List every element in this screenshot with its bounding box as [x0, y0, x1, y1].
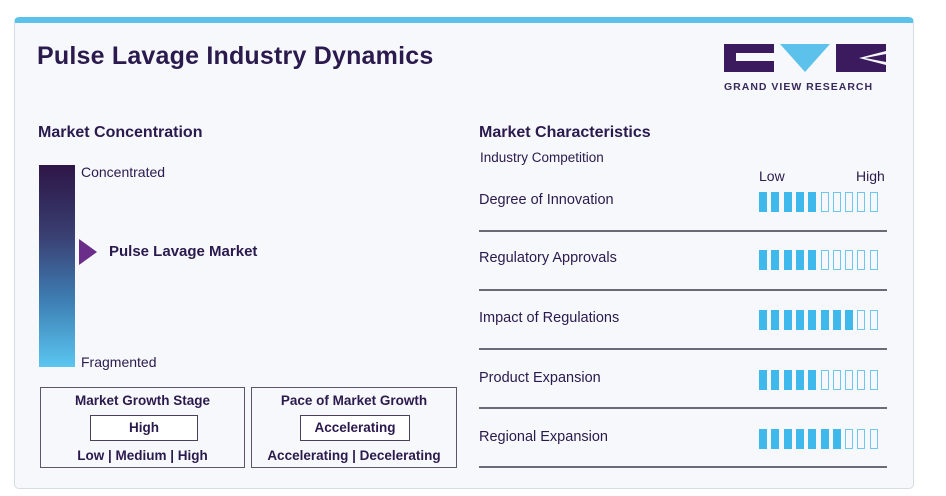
growth-pace-title: Pace of Market Growth — [280, 393, 428, 408]
meter-segment-empty — [820, 250, 829, 270]
market-concentration-heading: Market Concentration — [38, 124, 203, 141]
concentrated-label: Concentrated — [81, 164, 166, 180]
characteristic-row: Degree of Innovation — [479, 192, 887, 250]
characteristic-row: Regulatory Approvals — [479, 250, 887, 308]
rating-meter — [759, 250, 887, 270]
market-pointer-icon — [79, 239, 97, 265]
meter-segment-empty — [845, 250, 854, 270]
meter-segment-filled — [832, 310, 841, 330]
meter-segment-filled — [771, 429, 780, 449]
page-title: Pulse Lavage Industry Dynamics — [37, 42, 434, 70]
characteristic-label: Degree of Innovation — [479, 192, 614, 208]
characteristic-label: Impact of Regulations — [479, 310, 620, 326]
meter-segment-empty — [832, 250, 841, 270]
meter-segment-filled — [783, 192, 792, 212]
meter-segment-empty — [869, 192, 878, 212]
pace-of-growth-box: Pace of Market Growth Accelerating Accel… — [251, 387, 457, 468]
meter-segment-empty — [845, 429, 854, 449]
meter-segment-filled — [795, 310, 804, 330]
meter-segment-empty — [857, 192, 866, 212]
meter-segment-filled — [759, 429, 767, 449]
meter-segment-filled — [832, 429, 841, 449]
meter-segment-filled — [783, 310, 792, 330]
meter-segment-filled — [808, 192, 817, 212]
fragmented-label: Fragmented — [81, 354, 157, 370]
scale-high-label: High — [856, 168, 885, 184]
rating-meter — [759, 429, 887, 449]
meter-segment-filled — [808, 250, 817, 270]
growth-stage-value: High — [90, 415, 198, 441]
meter-segment-filled — [759, 192, 767, 212]
growth-stage-options: Low | Medium | High — [77, 448, 208, 463]
meter-segment-filled — [820, 429, 829, 449]
market-growth-stage-box: Market Growth Stage High Low | Medium | … — [40, 387, 245, 468]
meter-segment-empty — [845, 370, 854, 390]
meter-segment-filled — [795, 192, 804, 212]
meter-segment-empty — [820, 370, 829, 390]
meter-segment-filled — [808, 310, 817, 330]
meter-segment-empty — [820, 192, 829, 212]
growth-stage-title: Market Growth Stage — [74, 393, 211, 408]
meter-segment-empty — [869, 429, 878, 449]
logo-text: GRAND VIEW RESEARCH — [724, 81, 874, 93]
industry-competition-subheading: Industry Competition — [480, 150, 604, 165]
meter-segment-filled — [820, 310, 829, 330]
meter-segment-filled — [795, 429, 804, 449]
meter-segment-empty — [857, 429, 866, 449]
row-divider — [479, 230, 887, 232]
characteristic-row: Product Expansion — [479, 370, 887, 428]
scale-low-label: Low — [759, 168, 785, 184]
meter-segment-filled — [771, 192, 780, 212]
concentration-gradient-bar — [39, 165, 75, 367]
meter-segment-filled — [783, 429, 792, 449]
market-characteristics-heading: Market Characteristics — [479, 124, 651, 141]
meter-segment-filled — [771, 310, 780, 330]
meter-segment-filled — [795, 370, 804, 390]
characteristic-label: Regulatory Approvals — [479, 250, 617, 266]
row-divider — [479, 348, 887, 350]
meter-segment-filled — [783, 370, 792, 390]
meter-segment-filled — [759, 370, 767, 390]
growth-pace-value: Accelerating — [300, 415, 410, 441]
meter-segment-filled — [795, 250, 804, 270]
meter-segment-empty — [857, 310, 866, 330]
meter-segment-filled — [771, 250, 780, 270]
growth-pace-options: Accelerating | Decelerating — [267, 448, 441, 463]
row-divider — [479, 289, 887, 291]
grand-view-research-logo — [724, 44, 886, 72]
market-pointer-label: Pulse Lavage Market — [109, 243, 258, 260]
characteristic-label: Product Expansion — [479, 370, 601, 386]
rating-meter — [759, 370, 887, 390]
meter-segment-empty — [832, 192, 841, 212]
meter-segment-filled — [845, 310, 854, 330]
meter-segment-empty — [869, 250, 878, 270]
meter-segment-filled — [759, 310, 767, 330]
meter-segment-filled — [783, 250, 792, 270]
row-divider — [479, 466, 887, 468]
characteristic-row: Regional Expansion — [479, 429, 887, 487]
meter-segment-empty — [832, 370, 841, 390]
meter-segment-empty — [857, 370, 866, 390]
row-divider — [479, 407, 887, 409]
characteristic-label: Regional Expansion — [479, 429, 608, 445]
meter-segment-empty — [857, 250, 866, 270]
meter-segment-filled — [759, 250, 767, 270]
meter-segment-filled — [771, 370, 780, 390]
characteristic-row: Impact of Regulations — [479, 310, 887, 368]
meter-segment-empty — [869, 370, 878, 390]
meter-segment-empty — [869, 310, 878, 330]
meter-segment-empty — [845, 192, 854, 212]
rating-meter — [759, 192, 887, 212]
meter-segment-filled — [808, 429, 817, 449]
rating-meter — [759, 310, 887, 330]
meter-segment-filled — [808, 370, 817, 390]
